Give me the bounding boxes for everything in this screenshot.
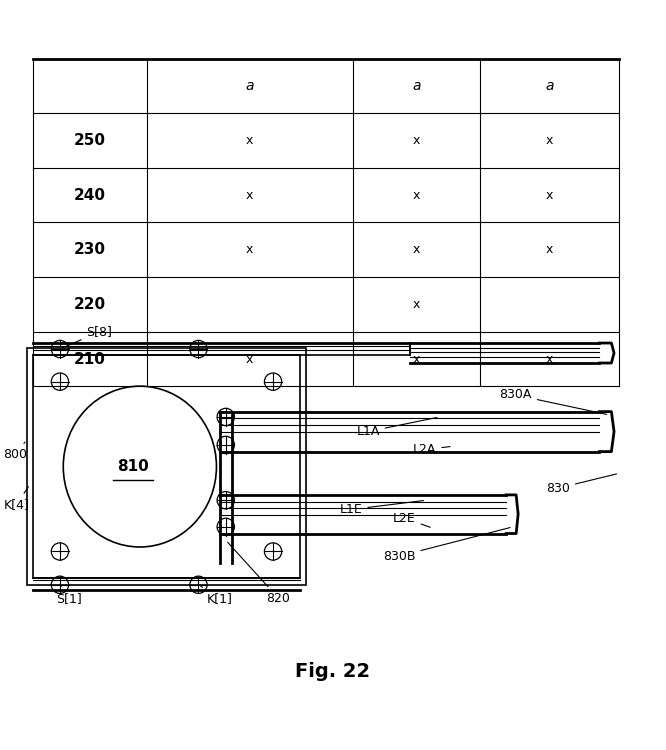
Text: x: x [412, 134, 420, 147]
Text: K[4]: K[4] [3, 487, 29, 512]
Text: 240: 240 [74, 188, 106, 202]
Text: a: a [246, 79, 254, 93]
Text: S[8]: S[8] [63, 326, 113, 348]
Text: x: x [246, 134, 254, 147]
Text: 230: 230 [74, 242, 106, 257]
Text: x: x [545, 352, 553, 365]
Text: L2E: L2E [393, 512, 430, 527]
Text: S[1]: S[1] [57, 585, 83, 604]
Text: a: a [545, 79, 553, 93]
Text: K[1]: K[1] [201, 586, 232, 604]
Text: 810: 810 [117, 459, 149, 474]
Text: x: x [246, 243, 254, 256]
Text: 800: 800 [3, 442, 27, 461]
Text: 220: 220 [74, 297, 106, 312]
Text: x: x [412, 189, 420, 202]
Text: 210: 210 [74, 352, 106, 367]
Text: 820: 820 [228, 542, 290, 604]
Text: Fig. 22: Fig. 22 [296, 662, 370, 681]
Text: x: x [412, 298, 420, 311]
Text: x: x [412, 352, 420, 365]
Text: x: x [545, 134, 553, 147]
Text: 250: 250 [74, 133, 106, 148]
Text: L1A: L1A [356, 418, 437, 438]
Text: L2A: L2A [413, 443, 450, 456]
Text: a: a [412, 79, 420, 93]
Text: 830: 830 [546, 474, 617, 495]
Bar [27, 348, 306, 585]
Text: x: x [545, 189, 553, 202]
Bar [33, 355, 300, 578]
Text: 830B: 830B [383, 527, 510, 562]
Text: x: x [246, 189, 254, 202]
Text: 830A: 830A [500, 388, 607, 415]
Text: x: x [412, 243, 420, 256]
Text: L1E: L1E [340, 500, 424, 516]
Text: x: x [246, 352, 254, 365]
Text: x: x [545, 243, 553, 256]
